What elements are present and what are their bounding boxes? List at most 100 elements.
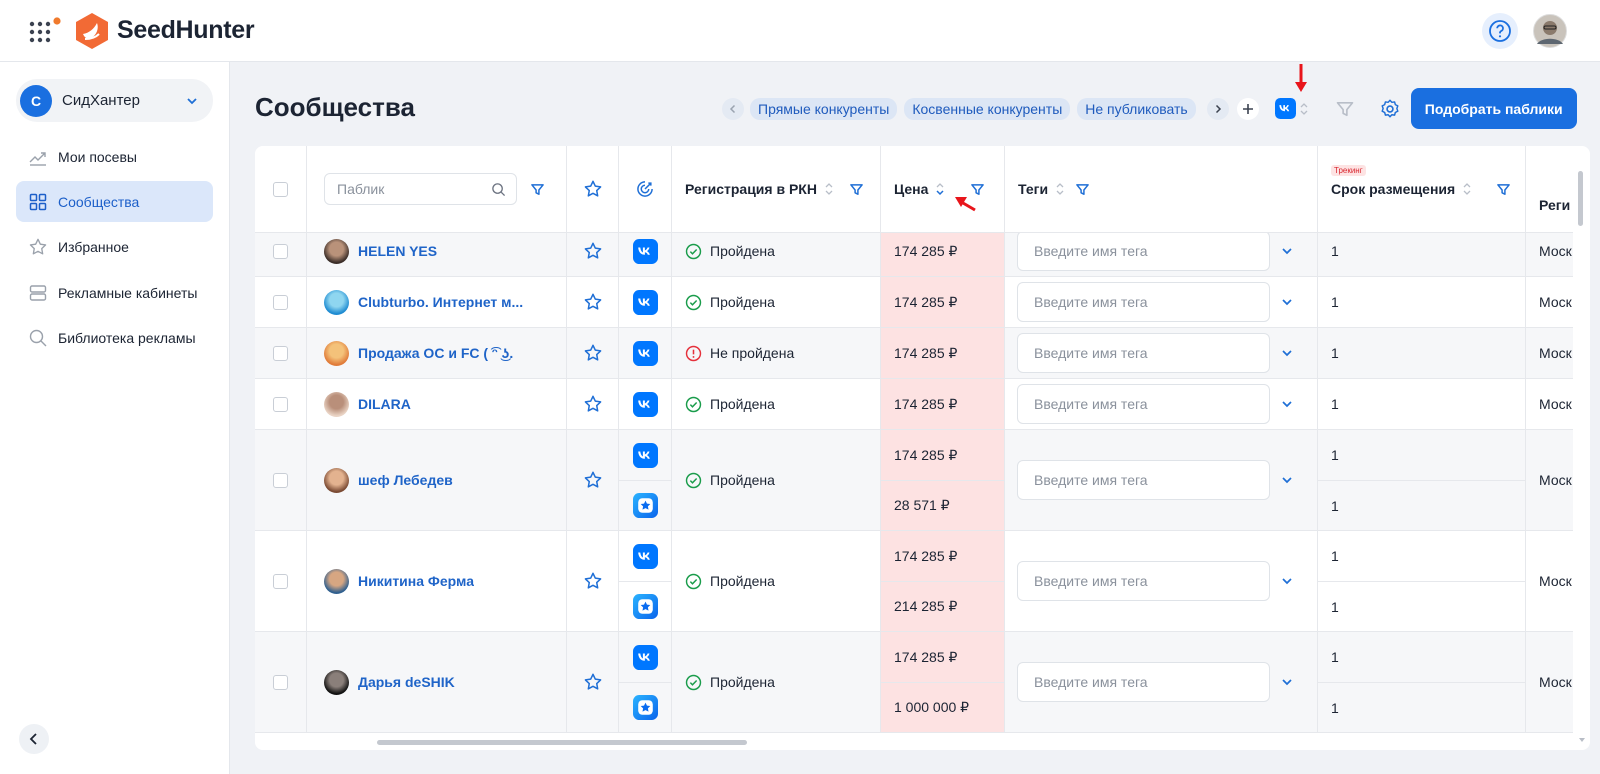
filter-icon[interactable] [970,182,985,197]
tag-input[interactable]: Введите имя тега [1017,662,1270,702]
favorite-icon[interactable] [583,292,603,312]
term: 1 [1331,294,1339,310]
nav-item[interactable]: Рекламные кабинеты [16,272,213,313]
row-checkbox[interactable] [273,244,288,259]
community-name[interactable]: Clubturbo. Интернет м... [358,294,523,310]
nav-item[interactable]: Библиотека рекламы [16,317,213,358]
tags-dropdown[interactable] [1280,346,1294,360]
header-row: ПабликРегистрация в РКНЦенаТегиТрекингСр… [255,146,1573,232]
filter-icon[interactable] [1335,99,1355,119]
icon-part [633,239,658,264]
tag-input[interactable]: Введите имя тега [1017,561,1270,601]
collapse-sidebar[interactable] [19,724,49,754]
sort-icon[interactable] [935,181,945,197]
user-avatar[interactable] [1533,14,1567,48]
favorite-icon[interactable] [583,241,603,261]
icon-part [1283,351,1291,355]
row-checkbox[interactable] [273,473,288,488]
row-checkbox[interactable] [273,675,288,690]
term-slot: 1 [1318,581,1525,631]
favorite-icon[interactable] [583,571,603,591]
icon-part [31,194,46,209]
tags-dropdown[interactable] [1280,473,1294,487]
community-name[interactable]: Продажа ОС и FC ( ͡ᵔ ͜ʖ. [358,345,513,361]
community-name[interactable]: HELEN YES [358,243,437,259]
term-slot: 1 [1318,328,1525,378]
nav-item[interactable]: Сообщества [16,181,213,222]
tab-chip[interactable]: Косвенные конкуренты [904,98,1070,120]
term: 1 [1331,599,1339,615]
region: Моск [1539,674,1572,690]
platform-icon [633,341,658,366]
favorite-icon[interactable] [583,394,603,414]
tag-input[interactable]: Введите имя тега [1017,231,1270,271]
region-cell: Моск [1526,430,1573,530]
tag-input[interactable]: Введите имя тега [1017,384,1270,424]
filter-icon[interactable] [849,182,864,197]
platform-cell [619,277,672,327]
price-slot: 28 571 ₽ [881,480,1004,530]
search-input[interactable]: Паблик [324,173,517,205]
add-tab[interactable] [1237,98,1259,120]
nav-item[interactable]: Мои посевы [16,136,213,177]
tags-dropdown[interactable] [1280,244,1294,258]
header-platform-cell [619,146,672,232]
icon-part [583,292,603,312]
tags-dropdown[interactable] [1280,397,1294,411]
status-icon [685,396,702,413]
row-checkbox[interactable] [273,295,288,310]
favorite-icon[interactable] [583,343,603,363]
row-checkbox[interactable] [273,397,288,412]
name-cell: Никитина Ферма [307,531,567,631]
settings-icon[interactable] [1379,98,1401,120]
favorite-icon[interactable] [583,179,603,199]
sort-icon[interactable] [824,181,834,197]
tab-chip[interactable]: Прямые конкуренты [750,98,897,120]
tags-dropdown[interactable] [1280,675,1294,689]
help-button[interactable] [1482,13,1518,49]
tag-input[interactable]: Введите имя тега [1017,460,1270,500]
select-all-checkbox[interactable] [273,182,288,197]
community-name[interactable]: DILARA [358,396,411,412]
icon-part [1077,184,1088,193]
tag-input[interactable]: Введите имя тега [1017,333,1270,373]
rkn-cell: Не пройдена [672,328,881,378]
workspace-switcher[interactable]: С СидХантер [16,79,213,122]
row-checkbox[interactable] [273,574,288,589]
nav-label: Мои посевы [58,149,137,165]
name-cell: HELEN YES [307,226,567,276]
vertical-scroll-thumb[interactable] [1578,171,1583,226]
community-name[interactable]: шеф Лебедев [358,472,453,488]
sort-icon[interactable] [1055,181,1065,197]
platform-icon [633,544,658,569]
tags-dropdown[interactable] [1280,574,1294,588]
tabs-prev[interactable] [722,98,744,120]
price-cell: 174 285 ₽ [881,328,1005,378]
search-icon [491,182,506,197]
filter-icon[interactable] [1496,182,1511,197]
platform-filter[interactable] [1275,98,1296,119]
favorite-icon[interactable] [583,672,603,692]
tags-dropdown[interactable] [1280,295,1294,309]
sort-icon[interactable] [1462,181,1472,197]
community-name[interactable]: Никитина Ферма [358,573,474,589]
table-header: ПабликРегистрация в РКНЦенаТегиТрекингСр… [255,146,1573,233]
primary-button[interactable]: Подобрать паблики [1411,88,1577,129]
horizontal-scroll-thumb[interactable] [377,740,747,745]
price-cell: 174 285 ₽28 571 ₽ [881,430,1005,530]
apps-menu[interactable] [28,17,64,45]
logo-text[interactable]: SeedHunter [117,16,254,45]
tabs-next[interactable] [1207,98,1229,120]
toolbar: Прямые конкуренты Косвенные конкуренты Не … [722,88,1577,129]
community-name[interactable]: Дарья deSHIK [358,674,455,690]
filter-icon[interactable] [1075,182,1090,197]
nav-item[interactable]: Избранное [16,226,213,267]
filter-icon[interactable] [530,182,545,197]
favorite-icon[interactable] [583,470,603,490]
nav-icon [16,328,58,348]
price: 174 285 ₽ [894,396,957,413]
tab-chip[interactable]: Не публиковать [1077,98,1195,120]
sort-icon[interactable] [1299,100,1309,118]
row-checkbox[interactable] [273,346,288,361]
tag-input[interactable]: Введите имя тега [1017,282,1270,322]
